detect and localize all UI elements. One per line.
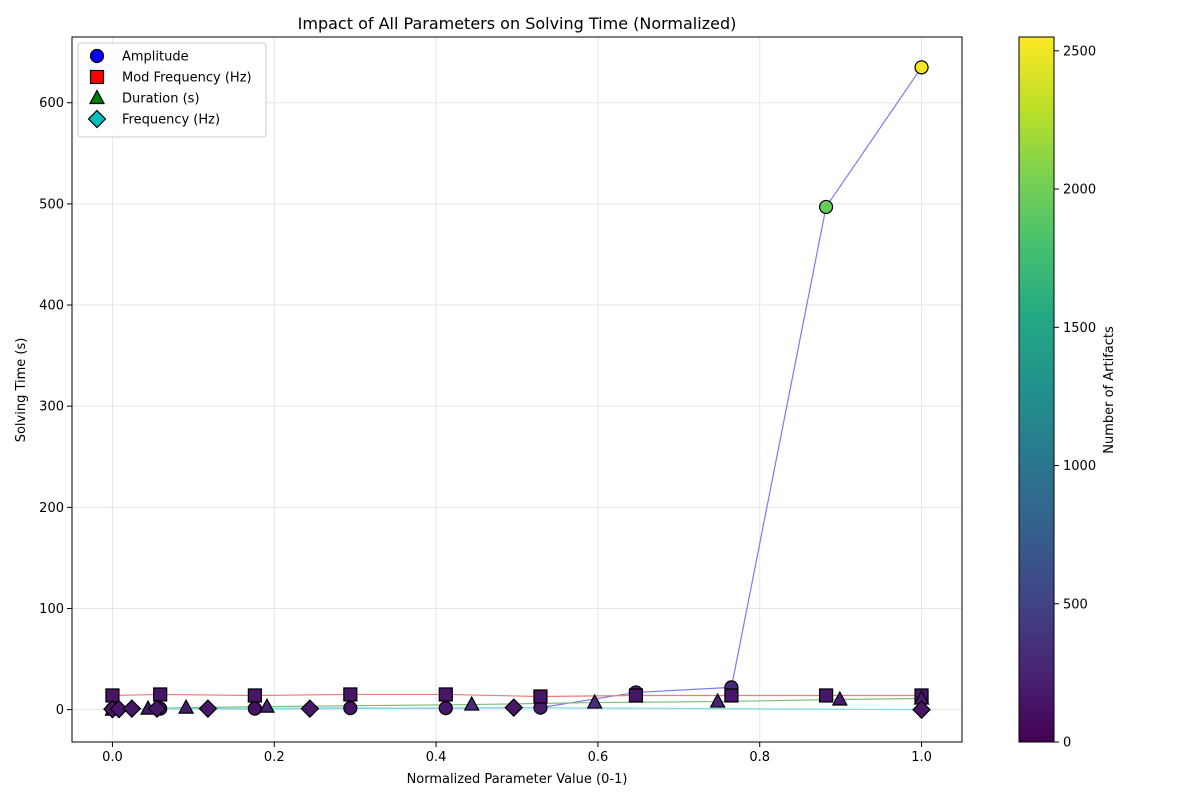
x-axis-label: Normalized Parameter Value (0-1) <box>407 772 628 787</box>
colorbar-tick-label: 0 <box>1063 736 1071 751</box>
square-point <box>153 687 168 702</box>
x-tick-label: 0.2 <box>264 750 285 765</box>
square-point <box>818 688 834 703</box>
y-tick-label: 500 <box>39 197 64 212</box>
y-tick-label: 300 <box>39 400 64 415</box>
diamond-point <box>122 699 142 718</box>
diamond-point <box>912 700 931 719</box>
circle-point <box>818 199 834 215</box>
triangle-point <box>709 692 726 708</box>
legend-entry-label: Mod Frequency (Hz) <box>122 71 252 86</box>
circle-point <box>914 60 929 75</box>
diamond-point <box>109 699 129 719</box>
x-tick-label: 0.8 <box>749 750 770 765</box>
circle-series-line <box>112 67 923 710</box>
diamond-point <box>300 699 320 718</box>
y-tick-label: 400 <box>39 299 64 314</box>
circle-point <box>247 701 262 716</box>
diamond-point <box>504 698 524 717</box>
x-tick-label: 1.0 <box>911 750 932 765</box>
colorbar-tick-label: 2500 <box>1063 44 1096 59</box>
series-points <box>103 60 931 719</box>
grid <box>72 37 962 742</box>
legend-entry-label: Duration (s) <box>122 92 200 107</box>
x-axis-ticks: 0.0 0.2 0.4 0.6 0.8 1.0 <box>102 742 932 765</box>
square-point <box>533 689 548 704</box>
x-tick-label: 0.6 <box>588 750 609 765</box>
legend-diamond-marker <box>87 109 107 129</box>
colorbar-label: Number of Artifacts <box>1102 326 1117 454</box>
legend-box <box>77 42 267 138</box>
legend: Amplitude Mod Frequency (Hz) Duration (s) F… <box>77 42 267 138</box>
legend-square-marker <box>89 69 105 85</box>
series-lines <box>112 67 923 711</box>
diamond-point <box>147 699 167 718</box>
triangle-point <box>258 697 275 713</box>
colorbar-tick-label: 1500 <box>1063 321 1096 336</box>
square-point <box>343 687 358 702</box>
y-tick-label: 200 <box>39 501 64 516</box>
colorbar-tick-label: 1000 <box>1063 459 1096 474</box>
y-tick-label: 0 <box>56 703 64 718</box>
y-axis-label: Solving Time (s) <box>14 338 29 443</box>
colorbar-ticks: 0 500 1000 1500 2000 2500 <box>1054 44 1096 751</box>
colorbar-tick-label: 500 <box>1063 597 1088 612</box>
colorbar <box>1018 36 1055 743</box>
plot-frame <box>71 36 963 743</box>
square-point <box>628 688 644 703</box>
square-point <box>724 688 739 703</box>
x-tick-label: 0.0 <box>102 750 123 765</box>
y-tick-label: 600 <box>39 96 64 111</box>
square-series-line <box>112 693 922 698</box>
diamond-point <box>198 699 218 718</box>
circle-point <box>343 701 358 716</box>
legend-triangle-marker <box>88 89 106 105</box>
square-point <box>438 687 453 702</box>
triangle-point <box>831 690 848 706</box>
legend-entry-label: Frequency (Hz) <box>122 113 220 128</box>
square-point <box>247 688 262 703</box>
circle-point <box>438 701 453 716</box>
y-tick-label: 100 <box>39 602 64 617</box>
legend-circle-marker <box>89 48 105 64</box>
colorbar-tick-label: 2000 <box>1063 183 1096 198</box>
triangle-point <box>586 693 603 709</box>
triangle-point <box>178 698 195 714</box>
chart-title: Impact of All Parameters on Solving Time… <box>298 14 737 33</box>
legend-entry-label: Amplitude <box>122 50 189 65</box>
x-tick-label: 0.4 <box>426 750 447 765</box>
triangle-point <box>463 695 480 711</box>
y-axis-ticks: 0 100 200 300 400 500 600 <box>39 96 72 718</box>
